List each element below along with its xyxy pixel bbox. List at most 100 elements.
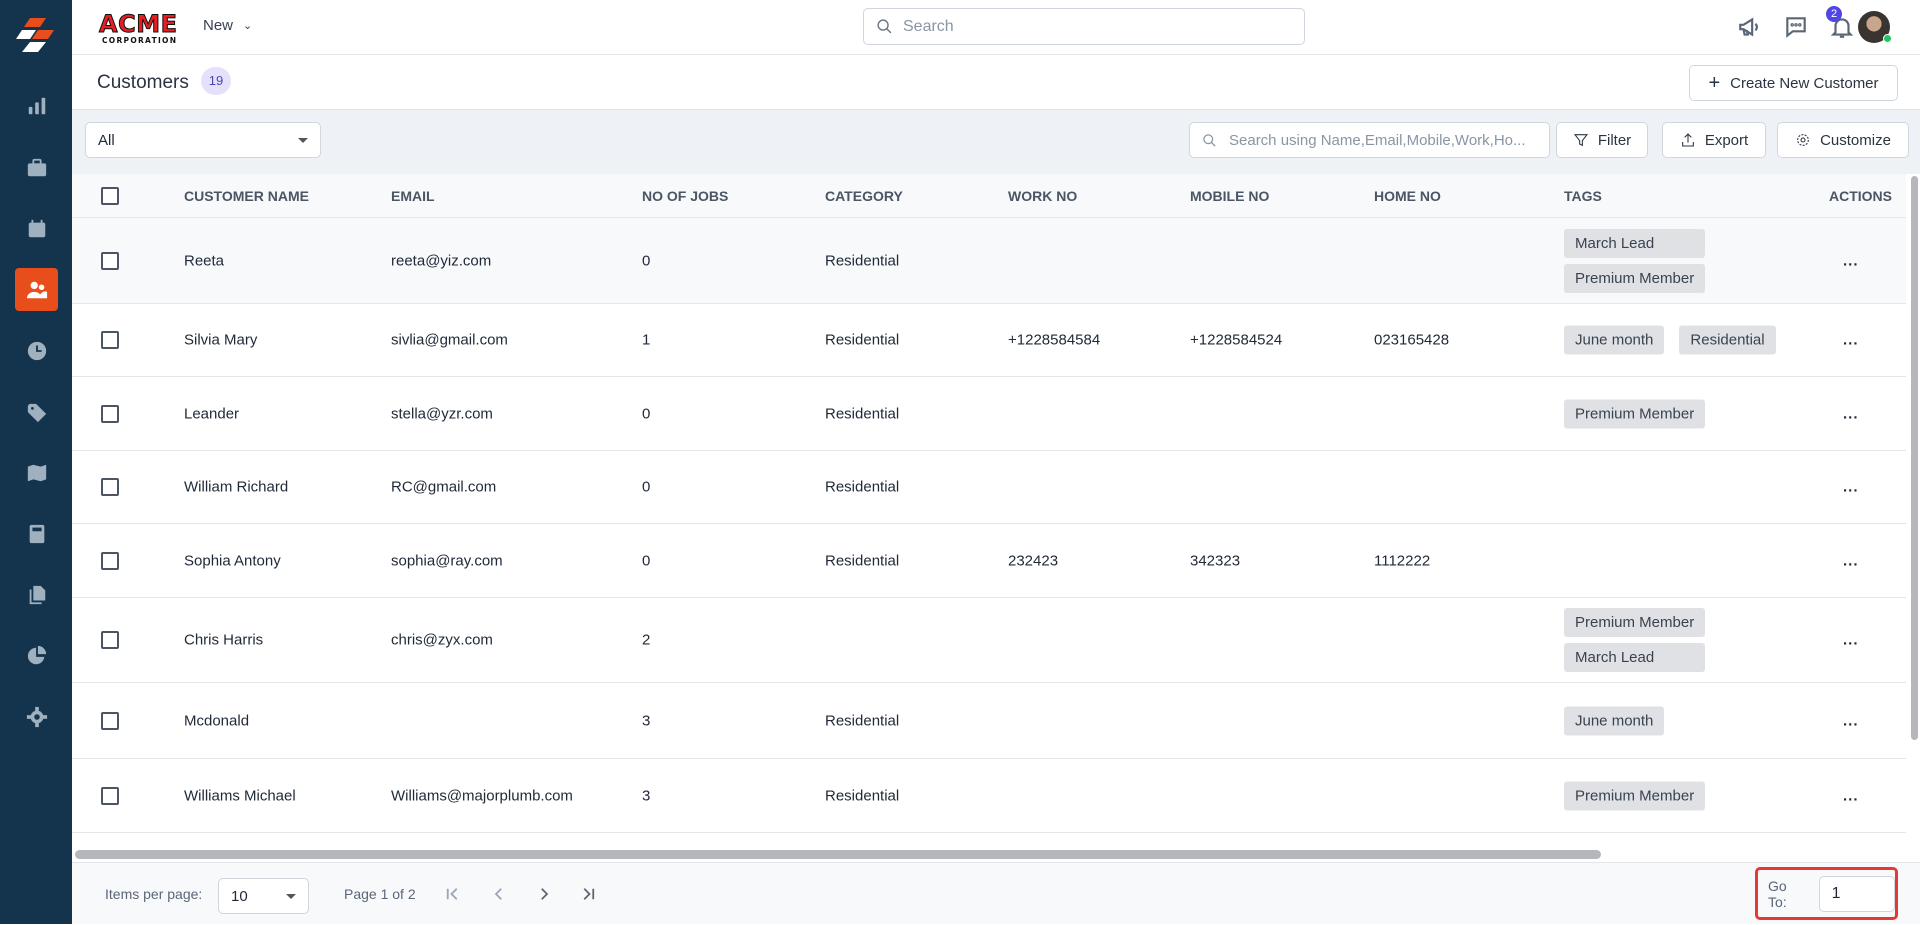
previous-page-button[interactable] (490, 863, 508, 925)
row-checkbox[interactable] (101, 631, 119, 649)
page-info: Page 1 of 2 (344, 886, 416, 902)
row-checkbox[interactable] (101, 551, 119, 570)
sidebar-item-users[interactable] (15, 268, 58, 311)
customer-search-input[interactable]: Search using Name,Email,Mobile,Work,Ho..… (1189, 122, 1550, 158)
sidebar-item-calculator[interactable] (15, 512, 58, 555)
column-header-jobs[interactable]: NO OF JOBS (642, 187, 729, 204)
customer-filter-select[interactable]: All (85, 122, 321, 158)
column-header-name[interactable]: CUSTOMER NAME (184, 187, 309, 204)
create-new-customer-button[interactable]: + Create New Customer (1689, 65, 1898, 101)
last-page-button[interactable] (579, 863, 597, 925)
row-actions-menu[interactable]: ... (1843, 405, 1859, 422)
column-header-tags[interactable]: TAGS (1564, 187, 1602, 204)
table-row[interactable]: Silvia Mary sivlia@gmail.com 1 Residential +… (72, 304, 1906, 377)
search-icon (877, 19, 892, 34)
sidebar-item-clock[interactable] (15, 329, 58, 372)
table-row[interactable]: Leander stella@yzr.com 0 Residential Premium… (72, 377, 1906, 451)
row-actions-menu[interactable]: ... (1843, 631, 1859, 649)
column-header-actions[interactable]: ACTIONS (1829, 187, 1892, 204)
search-icon (1203, 133, 1216, 147)
chevron-left-icon (494, 888, 502, 900)
horizontal-scrollbar[interactable] (75, 850, 1601, 859)
column-header-mobile[interactable]: MOBILE NO (1190, 187, 1270, 204)
cell-tags: June month Residential (1564, 325, 1776, 355)
go-to-page: Go To: 1 (1755, 867, 1898, 920)
tag-chip: Premium Member (1564, 399, 1706, 428)
next-page-button[interactable] (535, 863, 553, 925)
row-actions-menu[interactable]: ... (1843, 787, 1859, 804)
sidebar-item-pie-chart[interactable] (15, 634, 58, 677)
export-button[interactable]: Export (1662, 122, 1766, 158)
cell-category: Residential (825, 552, 900, 569)
bell-icon[interactable] (1829, 14, 1855, 40)
sidebar-item-briefcase[interactable] (15, 146, 58, 189)
megaphone-icon[interactable] (1737, 14, 1763, 40)
chat-icon[interactable] (1783, 14, 1809, 40)
global-search-input[interactable]: Search (863, 8, 1305, 45)
row-actions-menu[interactable]: ... (1843, 552, 1859, 569)
tag-icon (27, 403, 46, 422)
first-page-button[interactable] (444, 863, 462, 925)
tag-chip: June month (1564, 706, 1665, 735)
table-row[interactable]: Reeta reeta@yiz.com 0 Residential March Lead… (72, 218, 1906, 304)
new-dropdown[interactable]: New ⌄ (203, 17, 252, 34)
create-label: Create New Customer (1730, 74, 1879, 92)
cell-jobs: 0 (642, 552, 651, 569)
cell-name: Sophia Antony (184, 552, 281, 569)
customize-button[interactable]: Customize (1777, 122, 1909, 158)
row-checkbox[interactable] (101, 711, 119, 730)
row-actions-menu[interactable]: ... (1843, 478, 1859, 496)
items-per-page-label: Items per page: (105, 886, 203, 902)
sidebar-item-calendar[interactable] (15, 207, 58, 250)
search-placeholder: Search (903, 17, 954, 35)
cell-jobs: 3 (642, 712, 651, 729)
table-row[interactable]: Mcdonald 3 Residential June month... (72, 683, 1906, 759)
column-header-work[interactable]: WORK NO (1008, 187, 1078, 204)
table-row[interactable]: Williams Michael Williams@majorplumb.com 3… (72, 759, 1906, 833)
go-to-page-input[interactable]: 1 (1818, 875, 1895, 912)
column-header-category[interactable]: CATEGORY (825, 187, 903, 204)
cell-jobs: 1 (642, 331, 651, 349)
column-header-email[interactable]: EMAIL (391, 187, 435, 204)
table-row[interactable]: Sophia Antony sophia@ray.com 0 Residential 2… (72, 524, 1906, 598)
cell-home: 1112222 (1374, 552, 1431, 569)
cell-category: Residential (825, 252, 900, 269)
cell-jobs: 3 (642, 787, 651, 804)
svg-text:ACME: ACME (99, 10, 177, 38)
row-checkbox[interactable] (101, 251, 119, 270)
table-row[interactable]: William Richard RC@gmail.com 0 Residential.… (72, 451, 1906, 524)
users-icon (26, 281, 47, 298)
table-header: CUSTOMER NAME EMAIL NO OF JOBS CATEGORY WORK… (72, 174, 1906, 218)
table-row[interactable]: Chris Harris chris@zyx.com 2 Premium Member… (72, 598, 1906, 683)
acme-logo[interactable]: ACME CORPORATION (98, 10, 180, 46)
cell-mobile: 342323 (1190, 552, 1241, 569)
caret-down-icon (286, 893, 296, 899)
column-header-home[interactable]: HOME NO (1374, 187, 1441, 204)
tag-chip: Residential (1679, 325, 1776, 355)
clock-icon (27, 341, 46, 360)
sidebar-item-settings[interactable] (15, 695, 58, 738)
filter-button[interactable]: Filter (1556, 122, 1648, 158)
row-actions-menu[interactable]: ... (1843, 712, 1859, 729)
row-checkbox[interactable] (101, 786, 119, 805)
row-checkbox[interactable] (101, 478, 119, 496)
items-per-page-select[interactable]: 10 (218, 878, 309, 914)
bar-chart-icon (28, 97, 45, 114)
cell-home: 023165428 (1374, 331, 1450, 349)
select-all-checkbox[interactable] (101, 186, 119, 205)
customers-table: CUSTOMER NAME EMAIL NO OF JOBS CATEGORY WORK… (72, 174, 1906, 833)
row-actions-menu[interactable]: ... (1843, 252, 1859, 269)
cell-tags: Premium Member (1564, 399, 1706, 428)
sidebar-item-bar-chart[interactable] (15, 84, 58, 127)
sidebar-item-tag[interactable] (15, 391, 58, 434)
online-status-dot (1883, 34, 1892, 43)
row-actions-menu[interactable]: ... (1843, 331, 1859, 349)
vertical-scrollbar[interactable] (1911, 176, 1918, 740)
row-checkbox[interactable] (101, 331, 119, 349)
sidebar-item-map[interactable] (15, 451, 58, 494)
row-checkbox[interactable] (101, 404, 119, 423)
app-logo-icon[interactable] (16, 18, 56, 60)
cell-name: Chris Harris (184, 631, 264, 649)
sidebar-item-documents[interactable] (15, 573, 58, 616)
notification-badge: 2 (1826, 6, 1842, 22)
